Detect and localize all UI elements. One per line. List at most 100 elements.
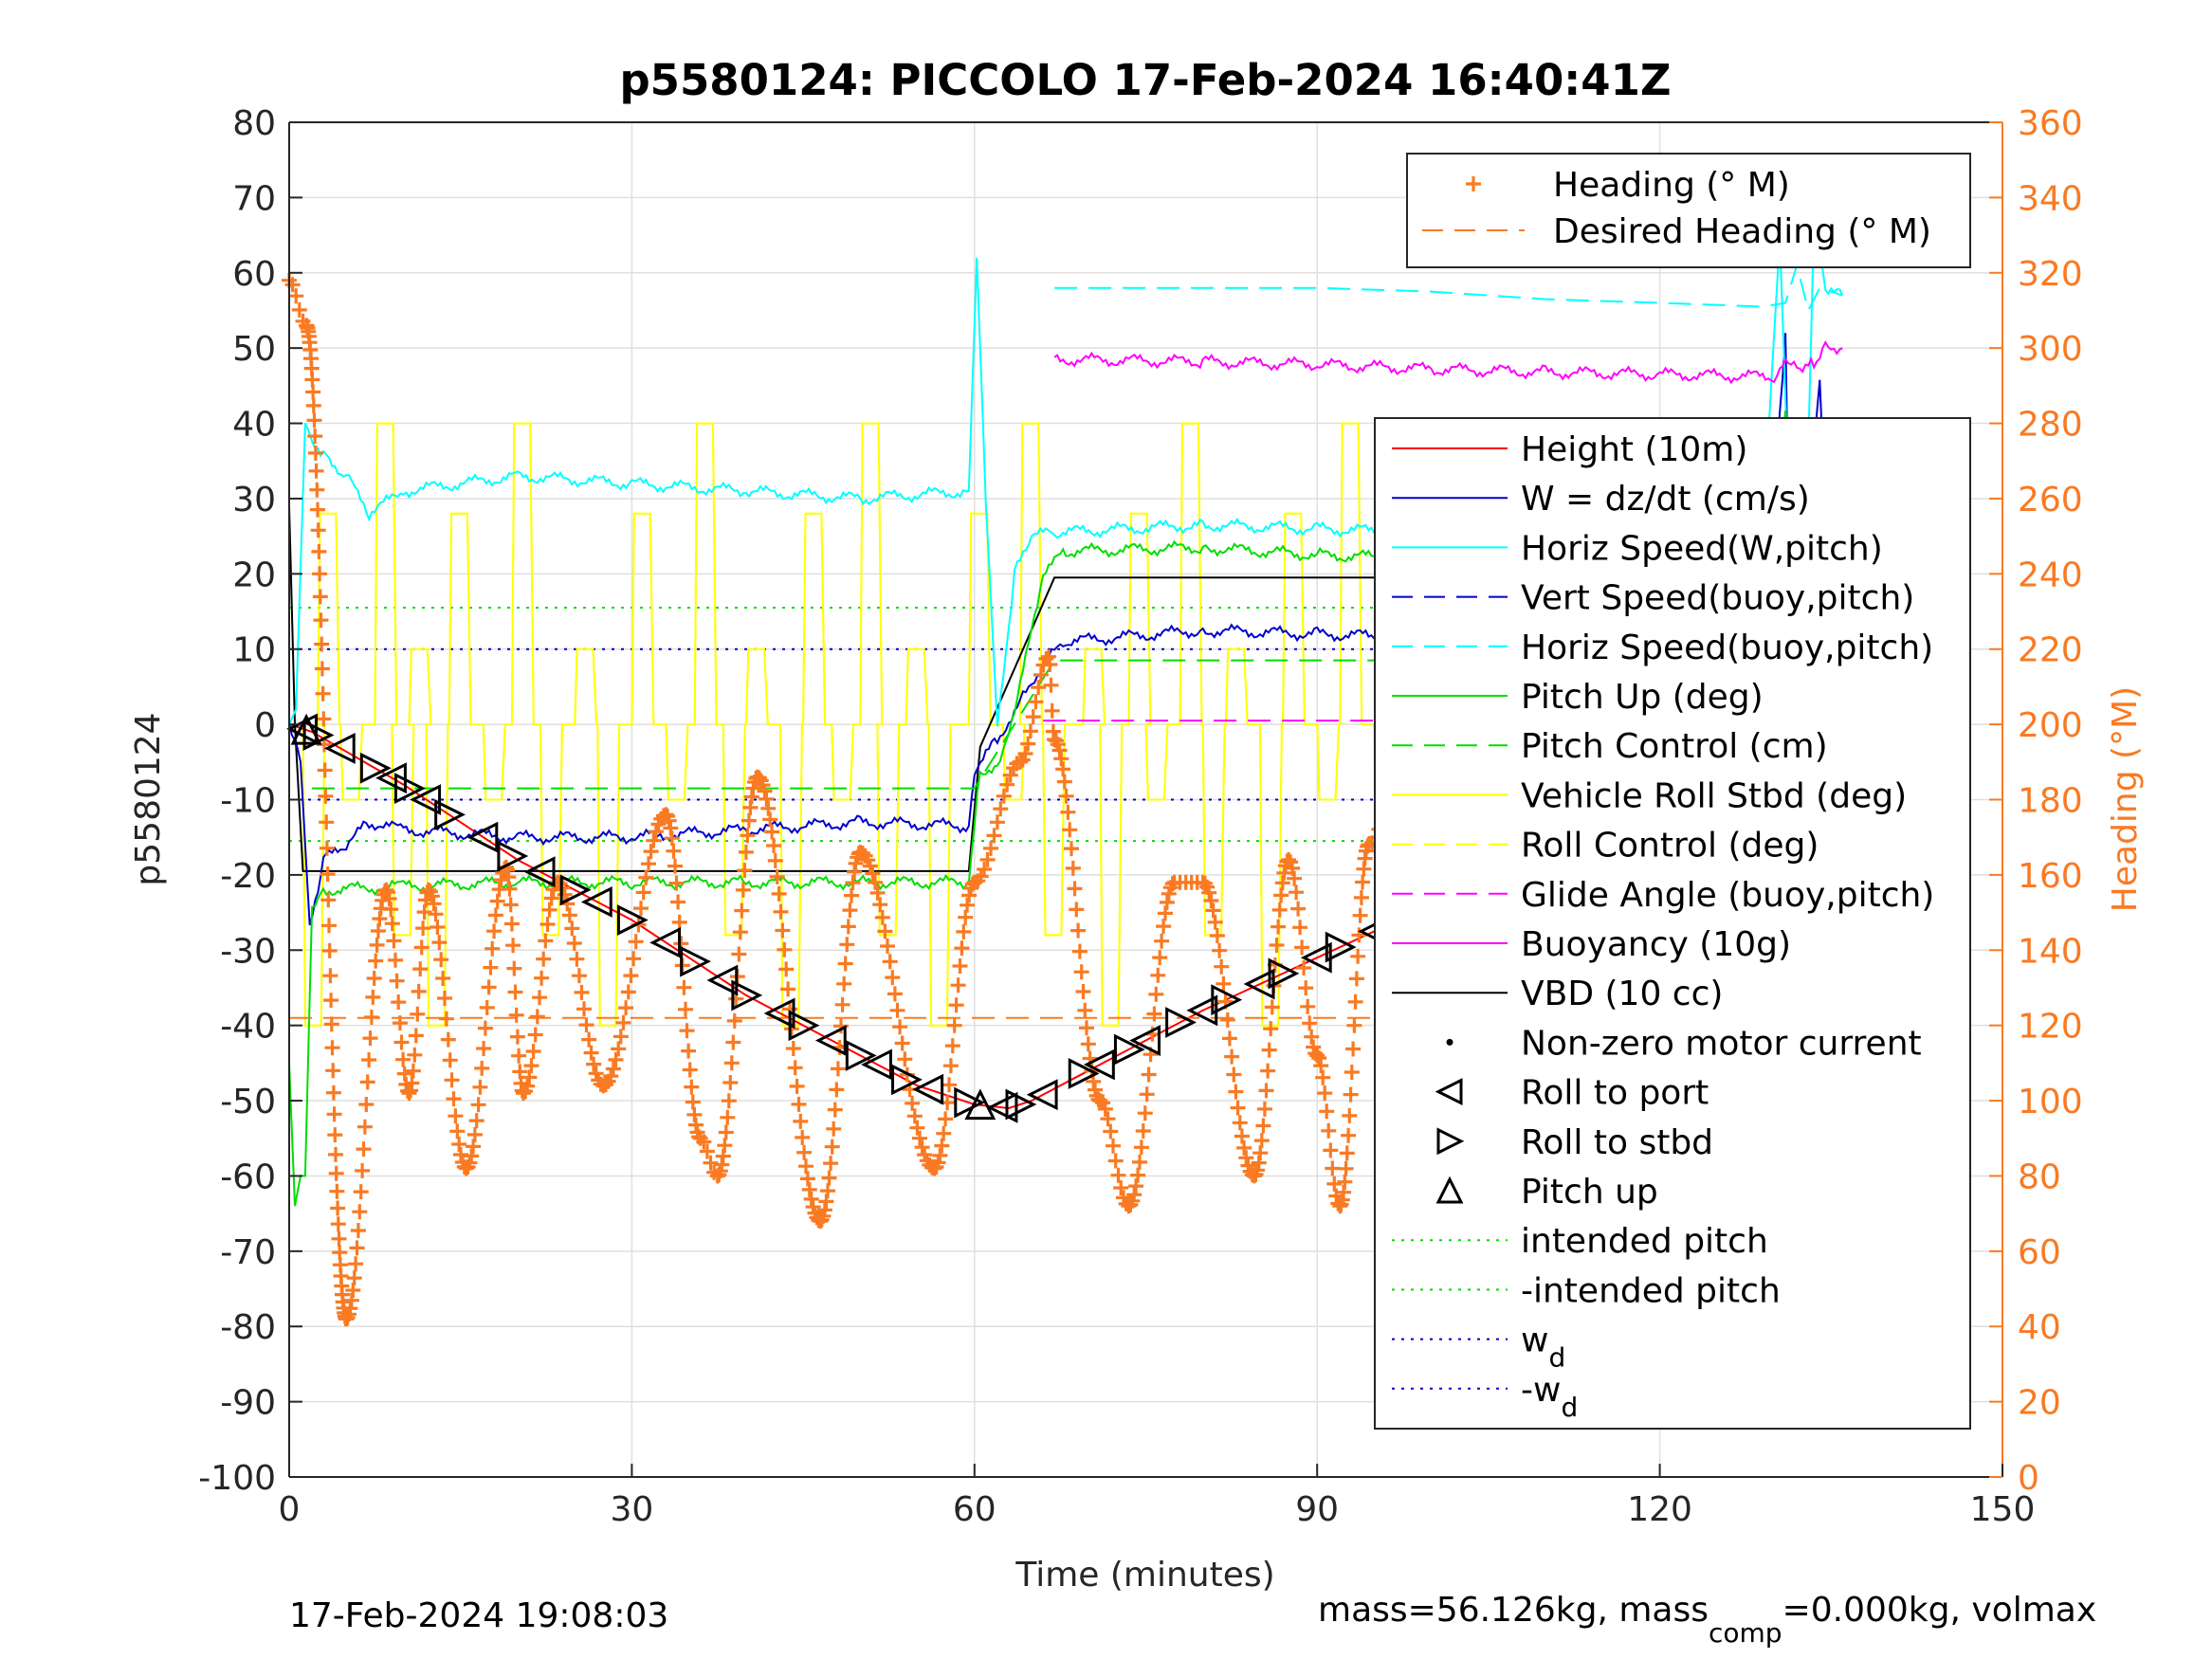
heading-marker [536, 951, 552, 967]
heading-marker [309, 482, 325, 498]
heading-marker [1234, 1128, 1250, 1144]
heading-marker [1075, 984, 1091, 999]
heading-marker [759, 791, 775, 807]
heading-marker [291, 301, 307, 318]
heading-marker [366, 971, 382, 986]
heading-marker [615, 1014, 631, 1030]
heading-marker [977, 862, 993, 877]
roll-stbd-marker [434, 798, 466, 830]
y-tick-label: -70 [220, 1233, 276, 1272]
heading-marker [1077, 1002, 1093, 1018]
heading-marker [877, 923, 893, 939]
heading-marker [1226, 1066, 1242, 1083]
heading-marker [1079, 1020, 1094, 1036]
heading-marker [1216, 975, 1232, 992]
heading-marker [502, 881, 518, 897]
series-horiz-speed-buoy-pitch [1054, 262, 1843, 314]
heading-marker [820, 1183, 835, 1199]
legend-swatch [1436, 1127, 1465, 1156]
legend-label: Desired Heading (° M) [1553, 212, 1931, 251]
heading-marker [1126, 1187, 1143, 1203]
heading-marker [950, 977, 966, 994]
heading-marker [664, 830, 680, 847]
heading-marker [327, 1127, 343, 1143]
heading-marker [284, 277, 301, 293]
heading-marker [1323, 1142, 1339, 1158]
heading-marker [541, 902, 558, 918]
heading-marker [328, 1165, 344, 1181]
heading-marker [1253, 1133, 1270, 1149]
y2-tick-label: 280 [2018, 406, 2083, 445]
heading-marker [503, 897, 519, 913]
heading-marker [1070, 922, 1087, 939]
heading-marker [836, 975, 852, 992]
heading-marker [412, 961, 429, 977]
roll-stbd-marker [1211, 984, 1243, 1016]
heading-marker [682, 1062, 698, 1078]
heading-marker [1201, 884, 1217, 901]
heading-marker [356, 1119, 373, 1135]
heading-marker [734, 902, 750, 919]
legend-label: Roll to port [1521, 1074, 1709, 1113]
heading-marker [1197, 876, 1213, 891]
heading-marker [1348, 971, 1364, 987]
legend-label: Glide Angle (buoy,pitch) [1521, 876, 1934, 915]
heading-marker [1028, 694, 1044, 710]
heading-marker [487, 907, 503, 923]
heading-marker [1219, 1012, 1235, 1028]
heading-marker [511, 1048, 527, 1064]
heading-marker [1313, 1058, 1329, 1074]
heading-marker [566, 936, 582, 951]
heading-marker [823, 1156, 839, 1172]
roll-stbd-marker [1005, 1088, 1037, 1121]
heading-marker [608, 1051, 624, 1067]
heading-marker [1056, 774, 1072, 790]
heading-marker [692, 1130, 708, 1146]
heading-marker [1236, 1139, 1252, 1156]
heading-marker [527, 1027, 543, 1043]
heading-marker [668, 875, 685, 891]
heading-marker [483, 959, 499, 975]
heading-marker [1230, 1100, 1246, 1116]
heading-marker [408, 1028, 424, 1044]
heading-marker [588, 1066, 604, 1082]
y-tick-label: -80 [220, 1308, 276, 1347]
y-tick-label: -40 [220, 1008, 276, 1047]
roll-stbd-marker [1165, 1007, 1197, 1038]
heading-marker [325, 1085, 341, 1101]
heading-marker [795, 1129, 811, 1145]
heading-marker [391, 994, 407, 1011]
heading-marker [1033, 666, 1049, 683]
heading-marker [543, 890, 559, 906]
heading-marker [1342, 1107, 1358, 1123]
heading-marker [358, 1097, 375, 1112]
roll-port-marker [814, 1025, 847, 1056]
heading-marker [1350, 948, 1366, 964]
heading-marker [1345, 1041, 1362, 1057]
heading-marker [288, 288, 304, 304]
heading-marker [365, 989, 381, 1005]
heading-marker [726, 1012, 742, 1029]
heading-marker [597, 1077, 613, 1093]
heading-marker [1221, 1030, 1237, 1047]
heading-marker [393, 1034, 410, 1050]
heading-marker [440, 1031, 456, 1048]
heading-marker [395, 1051, 411, 1067]
heading-marker [638, 869, 654, 885]
heading-marker [1289, 884, 1305, 901]
heading-marker [983, 840, 998, 856]
y-tick-label: 20 [232, 556, 276, 594]
heading-marker [479, 999, 495, 1015]
heading-marker [762, 811, 778, 828]
heading-marker [321, 942, 338, 958]
heading-marker [534, 970, 550, 986]
heading-marker [415, 921, 431, 937]
heading-marker [305, 384, 321, 400]
heading-marker [428, 906, 444, 922]
heading-marker [671, 914, 687, 930]
heading-marker [1271, 902, 1288, 918]
heading-marker [1107, 1153, 1124, 1169]
y2-tick-label: 140 [2018, 932, 2083, 971]
heading-marker [1097, 1101, 1113, 1117]
pitch-up-marker [964, 1088, 996, 1121]
